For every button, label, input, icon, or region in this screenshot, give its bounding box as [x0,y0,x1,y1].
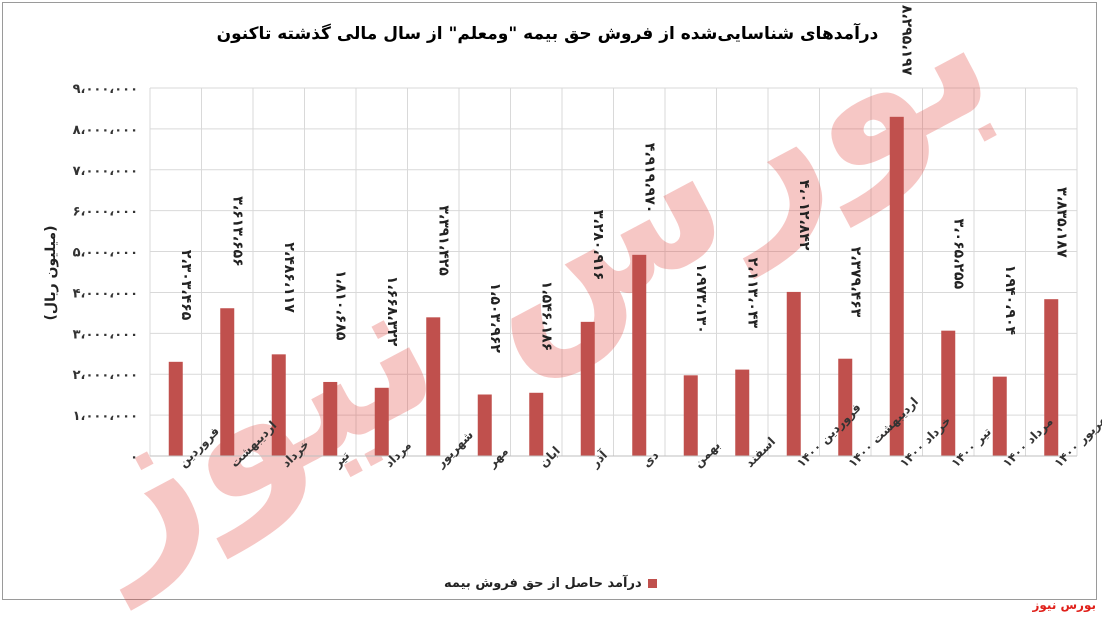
y-tick-label: ۶،۰۰۰،۰۰۰ [73,205,138,220]
bar [992,376,1007,456]
bar [477,394,492,456]
y-axis: ۰ ۱،۰۰۰،۰۰۰ ۲،۰۰۰،۰۰۰ ۳،۰۰۰،۰۰۰ ۴،۰۰۰،۰۰۰ ۵،۰… [73,82,138,465]
bar [529,392,544,456]
bar [838,358,853,456]
y-tick-label: ۷،۰۰۰،۰۰۰ [73,164,138,179]
legend-label: درآمد حاصل از حق فروش بیمه [444,576,642,591]
y-tick-label: ۵،۰۰۰،۰۰۰ [73,246,138,261]
data-label: ۲،۳۰۳،۴۶۵ [178,250,194,321]
y-tick-label: ۳،۰۰۰،۰۰۰ [73,327,138,342]
data-label: ۳،۰۶۵،۲۵۵ [950,219,966,290]
y-axis-label: (میلیون ریال) [43,226,59,321]
source-credit: بورس نیوز [1032,598,1096,612]
x-tick-label: تیر ۱۴۰۰ [948,425,993,470]
watermark-text: بورس نیوز [26,0,1026,611]
chart-title: درآمدهای شناسایی‌شده از فروش حق بیمه "وم… [216,24,879,44]
data-label: ۴،۰۱۲،۸۴۲ [796,180,812,251]
bar [220,308,235,456]
data-label: ۳،۳۹۱،۴۲۵ [435,205,451,276]
y-tick-label: ۴،۰۰۰،۰۰۰ [73,286,138,301]
data-labels: ۲،۳۰۳،۴۶۵ ۳،۶۱۳،۶۵۶ ۲،۴۸۶،۱۱۷ ۱،۸۱۰،۶۸۵ ۱،۶۶… [178,5,1070,354]
bar [580,321,595,456]
data-label: ۱،۵۴۶،۱۸۶ [538,281,554,351]
bar [941,330,956,456]
bar [683,375,698,456]
data-label: ۲،۱۱۳،۰۴۳ [744,258,760,329]
legend-swatch [647,579,657,588]
bar [323,381,338,456]
bar [786,291,801,456]
y-tick-label: ۲،۰۰۰،۰۰۰ [73,368,138,383]
data-label: ۱،۹۷۳،۱۳۰ [693,263,709,333]
bar [632,254,647,456]
data-label: ۳،۶۱۳،۶۵۶ [229,196,245,266]
bar [1044,299,1059,456]
data-label: ۴،۹۱۹،۹۷۰ [641,143,657,213]
bar [889,116,904,457]
data-label: ۳،۸۳۵،۱۸۷ [1053,187,1069,258]
legend: درآمد حاصل از حق فروش بیمه [444,576,657,591]
data-label: ۱،۹۴۰،۹۰۴ [1002,265,1018,336]
data-label: ۲،۴۸۶،۱۱۷ [281,242,297,313]
bars [168,116,1059,457]
data-label: ۱،۶۶۸،۳۲۲ [384,276,400,347]
bar [271,354,286,456]
data-label: ۲،۳۷۹،۴۶۳ [847,247,863,318]
data-label: ۸،۲۹۵،۱۹۷ [899,5,915,76]
bar [735,369,750,456]
y-tick-label: ۸،۰۰۰،۰۰۰ [73,123,138,138]
watermark-logo: بورس نیوز [26,0,1026,611]
data-label: ۱،۵۰۳،۹۶۲ [487,283,503,354]
bar [426,317,441,456]
data-label: ۳،۲۸۰،۹۱۶ [590,210,606,280]
bar [168,361,183,456]
gridlines [149,87,1078,457]
y-tick-label: ۱،۰۰۰،۰۰۰ [73,409,138,424]
y-tick-label: ۰ [130,450,138,465]
bar [374,387,389,456]
y-tick-label: ۹،۰۰۰،۰۰۰ [73,82,138,97]
chart-frame [2,2,1097,600]
data-label: ۱،۸۱۰،۶۸۵ [332,270,348,341]
